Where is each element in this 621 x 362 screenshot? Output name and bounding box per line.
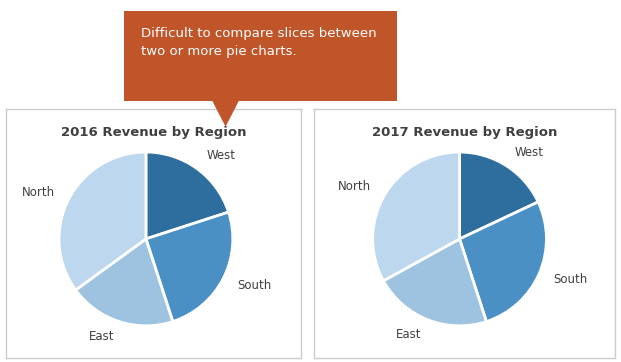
- Text: Difficult to compare slices between
two or more pie charts.: Difficult to compare slices between two …: [140, 27, 376, 58]
- FancyBboxPatch shape: [124, 11, 397, 101]
- Text: 2016 Revenue by Region: 2016 Revenue by Region: [61, 126, 247, 139]
- Wedge shape: [146, 152, 229, 239]
- Wedge shape: [146, 212, 233, 321]
- Polygon shape: [211, 98, 240, 127]
- Text: East: East: [396, 328, 422, 341]
- Text: South: South: [237, 279, 271, 292]
- Text: North: North: [338, 180, 371, 193]
- Wedge shape: [59, 152, 146, 290]
- Wedge shape: [76, 239, 173, 326]
- Wedge shape: [460, 202, 546, 321]
- Text: 2017 Revenue by Region: 2017 Revenue by Region: [371, 126, 557, 139]
- Text: West: West: [206, 150, 235, 163]
- Wedge shape: [373, 152, 460, 281]
- Wedge shape: [460, 152, 538, 239]
- Text: East: East: [89, 330, 114, 343]
- Text: North: North: [22, 186, 55, 199]
- Text: South: South: [554, 273, 588, 286]
- Text: West: West: [514, 146, 543, 159]
- Wedge shape: [383, 239, 486, 326]
